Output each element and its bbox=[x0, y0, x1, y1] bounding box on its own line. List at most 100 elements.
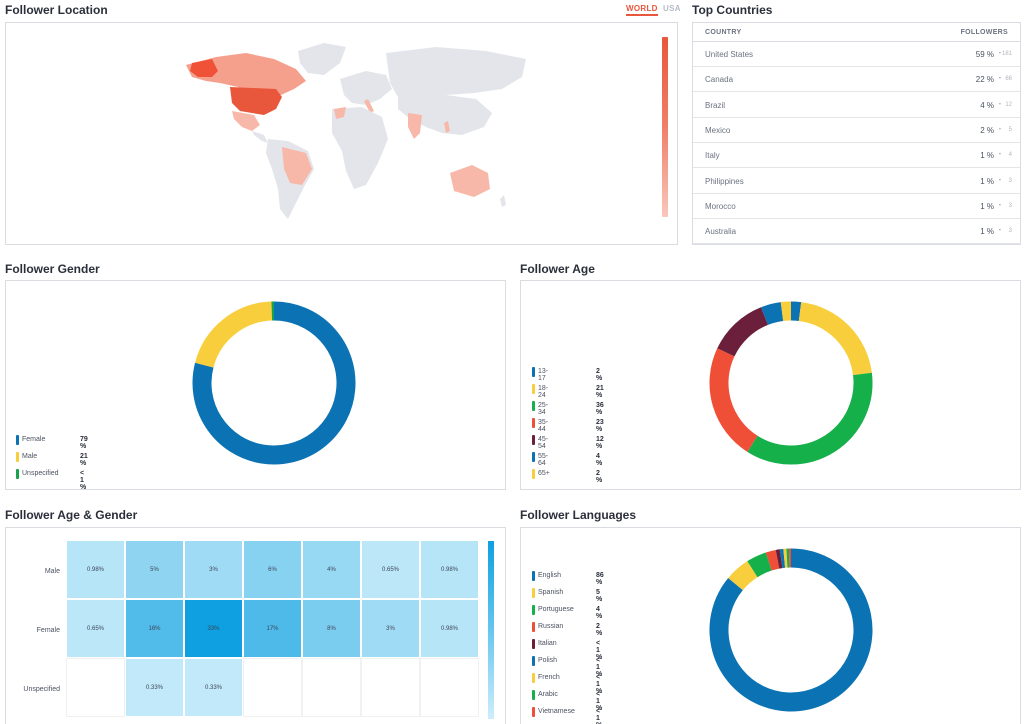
country-name: Italy bbox=[705, 151, 720, 161]
age-slice-3[interactable] bbox=[709, 348, 758, 452]
table-header: COUNTRY FOLLOWERS bbox=[693, 23, 1020, 42]
separator-dot: • bbox=[998, 101, 1001, 108]
heatmap-cell[interactable] bbox=[243, 658, 302, 717]
separator-dot: • bbox=[998, 228, 1001, 235]
legend-value: < 1 % bbox=[596, 640, 603, 661]
heatmap-cell[interactable]: 8% bbox=[302, 599, 361, 658]
separator-dot: • bbox=[998, 152, 1001, 159]
age-slice-6[interactable] bbox=[780, 301, 792, 322]
region-greenland bbox=[298, 43, 346, 75]
legend-swatch bbox=[532, 588, 535, 598]
table-row[interactable]: Australia 1 % • 3 bbox=[693, 219, 1020, 245]
region-africa bbox=[332, 107, 388, 189]
legend-label: 13-17 bbox=[538, 368, 549, 382]
separator-dot: • bbox=[998, 76, 1001, 83]
country-count: 3 bbox=[1008, 228, 1012, 235]
table-row[interactable]: Morocco 1 % • 3 bbox=[693, 194, 1020, 219]
legend-label: Male bbox=[22, 453, 38, 460]
gender-slice-0[interactable] bbox=[192, 301, 356, 465]
heatmap-cell[interactable]: 6% bbox=[243, 540, 302, 599]
table-row[interactable]: Philippines 1 % • 3 bbox=[693, 169, 1020, 194]
age-slice-4[interactable] bbox=[717, 307, 769, 357]
legend-label: Female bbox=[22, 436, 46, 443]
heatmap-cell[interactable]: 0.98% bbox=[420, 540, 479, 599]
languages-panel: English 86 % Spanish 5 % Portuguese 4 % Russia… bbox=[520, 527, 1021, 724]
map-scale-bar bbox=[662, 37, 668, 217]
legend-value: < 1 % bbox=[80, 470, 87, 491]
heatmap-cell[interactable]: 5% bbox=[125, 540, 184, 599]
legend-swatch bbox=[532, 571, 535, 581]
legend-swatch bbox=[16, 452, 19, 462]
separator-dot: • bbox=[998, 51, 1001, 57]
legend-swatch bbox=[532, 639, 535, 649]
gender-donut-chart[interactable] bbox=[189, 298, 359, 468]
languages-slice-4[interactable] bbox=[775, 549, 783, 569]
legend-swatch bbox=[532, 435, 535, 445]
heatmap-cell[interactable]: 0.33% bbox=[184, 658, 243, 717]
legend-swatch bbox=[532, 384, 535, 394]
region-europe bbox=[340, 71, 392, 105]
country-count: 3 bbox=[1008, 202, 1012, 209]
legend-value: 4 % bbox=[596, 606, 603, 620]
top-countries-table: COUNTRY FOLLOWERS United States 59 % • 181 C… bbox=[692, 22, 1021, 245]
age-slice-0[interactable] bbox=[790, 301, 802, 322]
heatmap-cell[interactable]: 3% bbox=[184, 540, 243, 599]
legend-label: 45-54 bbox=[538, 436, 549, 450]
follower-languages-title: Follower Languages bbox=[520, 508, 637, 522]
languages-slice-2[interactable] bbox=[747, 552, 772, 578]
table-row[interactable]: Canada 22 % • 66 bbox=[693, 67, 1020, 93]
heatmap-cell[interactable]: 0.98% bbox=[420, 599, 479, 658]
country-name: Philippines bbox=[705, 176, 744, 186]
region-asia bbox=[398, 95, 492, 135]
legend-label: Vietnamese bbox=[538, 708, 575, 715]
legend-swatch bbox=[532, 401, 535, 411]
table-row[interactable]: Brazil 4 % • 12 bbox=[693, 93, 1020, 118]
legend-value: < 1 % bbox=[596, 657, 603, 678]
age-donut-chart[interactable] bbox=[706, 298, 876, 468]
age-gender-panel: Male 0.98% 5% 3% 6% 4% 0.65% 0.98% Female 0.65% 16… bbox=[5, 527, 506, 724]
heatmap-cell[interactable]: 16% bbox=[125, 599, 184, 658]
languages-slice-3[interactable] bbox=[765, 549, 780, 571]
age-slice-5[interactable] bbox=[760, 302, 784, 325]
region-morocco bbox=[334, 107, 346, 119]
legend-value: 2 % bbox=[596, 470, 603, 484]
legend-swatch bbox=[532, 690, 535, 700]
country-name: Brazil bbox=[705, 100, 726, 110]
age-slice-1[interactable] bbox=[798, 302, 872, 376]
country-name: Mexico bbox=[705, 125, 731, 135]
languages-slice-1[interactable] bbox=[728, 561, 758, 591]
heatmap-cell[interactable]: 0.65% bbox=[66, 599, 125, 658]
age-slice-2[interactable] bbox=[747, 372, 873, 465]
heatmap-cell[interactable]: 4% bbox=[302, 540, 361, 599]
heatmap-cell[interactable]: 0.98% bbox=[66, 540, 125, 599]
region-australia bbox=[450, 165, 490, 197]
languages-slice-0[interactable] bbox=[709, 548, 873, 712]
legend-label: Unspecified bbox=[22, 470, 59, 477]
country-name: Australia bbox=[705, 227, 737, 237]
legend-swatch bbox=[532, 656, 535, 666]
gender-slice-1[interactable] bbox=[195, 301, 273, 368]
legend-value: 12 % bbox=[596, 436, 604, 450]
heatmap-cell[interactable]: 33% bbox=[184, 599, 243, 658]
heatmap-row-label: Female bbox=[36, 627, 60, 634]
top-countries-title: Top Countries bbox=[692, 3, 773, 17]
heatmap-cell[interactable] bbox=[361, 658, 420, 717]
heatmap-cell[interactable] bbox=[302, 658, 361, 717]
heatmap-cell[interactable]: 0.65% bbox=[361, 540, 420, 599]
heatmap-cell[interactable]: 0.33% bbox=[125, 658, 184, 717]
heatmap-cell[interactable]: 3% bbox=[361, 599, 420, 658]
legend-label: Portuguese bbox=[538, 606, 574, 613]
table-row[interactable]: United States 59 % • 181 bbox=[693, 42, 1020, 67]
table-row[interactable]: Italy 1 % • 4 bbox=[693, 143, 1020, 169]
heatmap-cell[interactable] bbox=[420, 658, 479, 717]
follower-gender-title: Follower Gender bbox=[5, 262, 100, 276]
usa-toggle[interactable]: USA bbox=[663, 4, 681, 13]
world-toggle[interactable]: WORLD bbox=[626, 4, 658, 16]
languages-donut-chart[interactable] bbox=[706, 545, 876, 715]
world-map[interactable] bbox=[6, 23, 679, 246]
legend-swatch bbox=[532, 452, 535, 462]
heatmap-cell[interactable]: 17% bbox=[243, 599, 302, 658]
heatmap-cell[interactable] bbox=[66, 658, 125, 717]
table-row[interactable]: Mexico 2 % • 5 bbox=[693, 118, 1020, 143]
country-name: United States bbox=[705, 50, 754, 59]
